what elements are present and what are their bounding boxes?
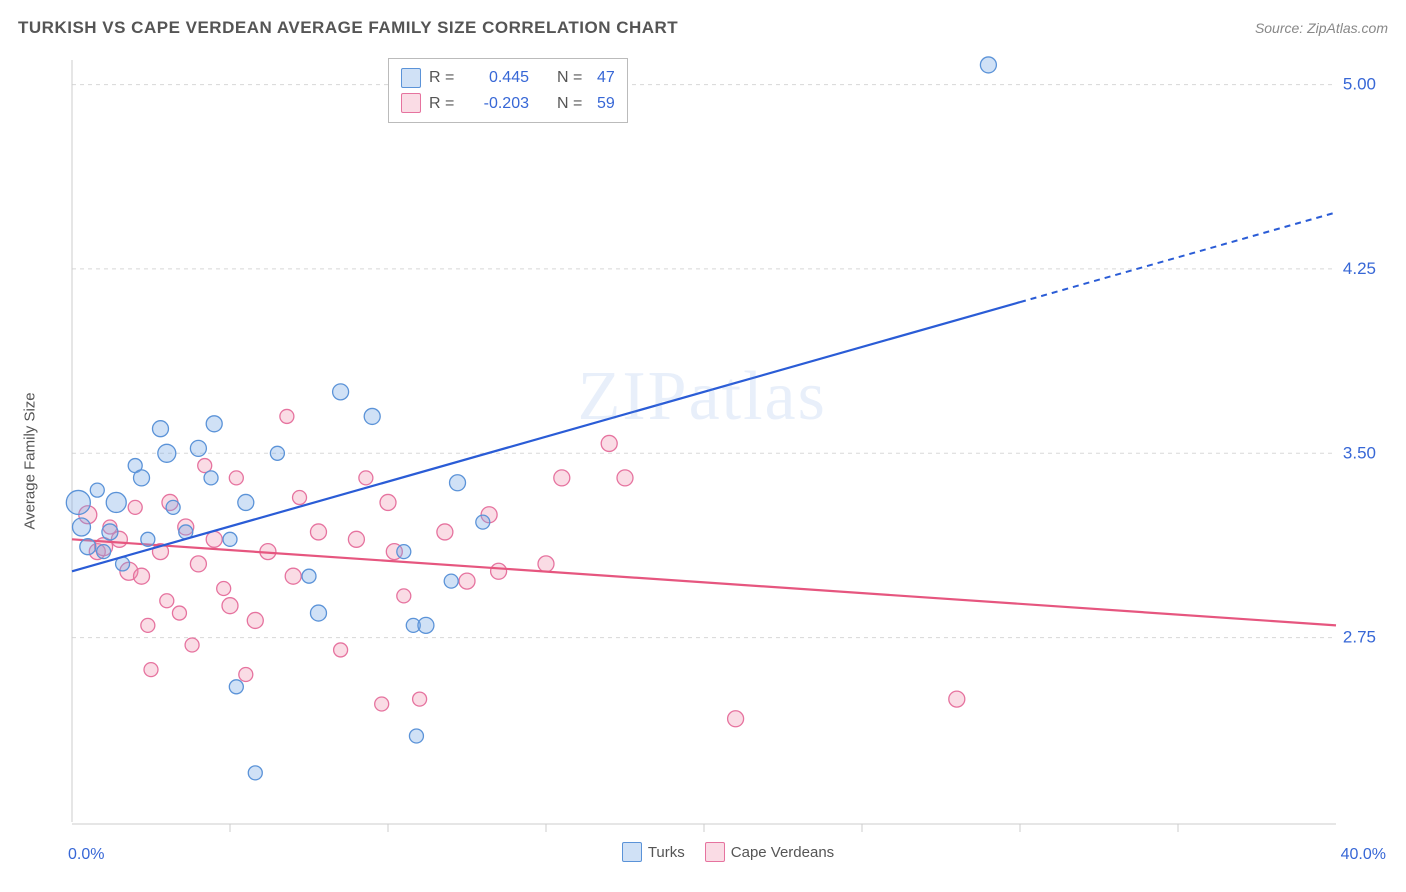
r-label: R = <box>429 91 461 117</box>
x-axis-min-label: 0.0% <box>68 846 104 864</box>
legend-item-cape: Cape Verdeans <box>705 842 834 862</box>
y-axis-label: Average Family Size <box>22 392 39 529</box>
r-value-cape: -0.203 <box>469 91 529 117</box>
n-label: N = <box>557 91 589 117</box>
correlation-row-turks: R = 0.445 N = 47 <box>401 65 615 91</box>
scatter-plot: 2.75 3.50 4.25 5.00 <box>70 50 1386 832</box>
x-axis-max-label: 40.0% <box>1341 846 1386 864</box>
swatch-cape <box>401 93 421 113</box>
svg-text:3.50: 3.50 <box>1343 443 1376 462</box>
swatch-turks <box>622 842 642 862</box>
svg-text:5.00: 5.00 <box>1343 75 1376 94</box>
chart-title: TURKISH VS CAPE VERDEAN AVERAGE FAMILY S… <box>18 18 678 38</box>
chart-area: Average Family Size 2.753.504.255.00 ZIP… <box>40 50 1386 872</box>
swatch-cape <box>705 842 725 862</box>
legend-item-turks: Turks <box>622 842 685 862</box>
swatch-turks <box>401 68 421 88</box>
svg-text:4.25: 4.25 <box>1343 259 1376 278</box>
legend-label: Turks <box>648 844 685 861</box>
r-label: R = <box>429 65 461 91</box>
bottom-legend: Turks Cape Verdeans <box>70 832 1386 872</box>
n-value-turks: 47 <box>597 65 615 91</box>
legend-label: Cape Verdeans <box>731 844 834 861</box>
svg-text:2.75: 2.75 <box>1343 628 1376 647</box>
correlation-row-cape: R = -0.203 N = 59 <box>401 91 615 117</box>
correlation-legend: R = 0.445 N = 47 R = -0.203 N = 59 <box>388 58 628 123</box>
source-label: Source: ZipAtlas.com <box>1255 20 1388 36</box>
r-value-turks: 0.445 <box>469 65 529 91</box>
n-value-cape: 59 <box>597 91 615 117</box>
n-label: N = <box>557 65 589 91</box>
